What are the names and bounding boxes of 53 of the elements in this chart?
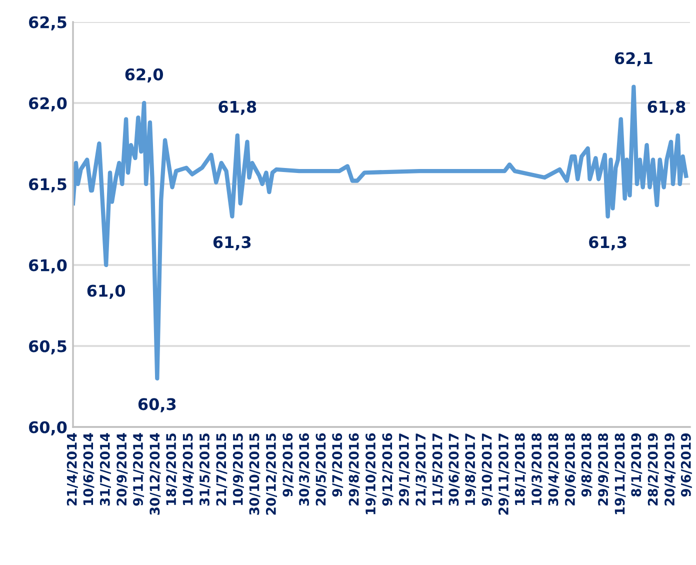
x-tick-label: 10/3/2018 [532, 433, 543, 505]
annotation: 61,3 [589, 236, 626, 250]
x-tick-label: 9/10/2017 [482, 434, 493, 506]
x-tick-label: 28/2/2019 [648, 433, 659, 506]
x-tick-label: 30/3/2016 [299, 433, 310, 506]
y-tick-label: 61,5 [29, 178, 66, 192]
y-tick-label: 62,5 [29, 16, 66, 30]
x-tick-label: 21/3/2017 [416, 434, 427, 506]
annotation: 62,0 [125, 68, 164, 82]
x-tick-label: 9/6/2019 [680, 433, 692, 497]
x-tick-label: 10/6/2014 [83, 433, 94, 505]
x-tick-label: 19/10/2016 [366, 433, 377, 514]
annotation: 61,8 [218, 100, 256, 115]
annotation: 62,1 [614, 52, 652, 66]
x-tick-label: 9/11/2014 [133, 433, 144, 506]
x-tick-label: 30/6/2017 [448, 434, 460, 506]
x-tick-label: 20/6/2018 [564, 433, 576, 506]
x-tick-label: 19/8/2017 [465, 434, 476, 505]
x-tick-label: 20/5/2016 [316, 433, 327, 506]
x-tick-label: 10/4/2015 [182, 433, 194, 505]
x-tick-label: 30/12/2014 [150, 433, 161, 515]
x-tick-label: 21/7/2015 [216, 433, 228, 506]
x-tick-label: 31/7/2014 [100, 433, 111, 506]
x-tick-label: 31/5/2015 [199, 433, 210, 506]
annotation: 61,3 [213, 236, 251, 250]
x-tick-label: 29/9/2018 [598, 433, 610, 506]
x-tick-label: 9/2/2016 [282, 433, 294, 497]
y-tick-label: 62,0 [29, 97, 67, 112]
x-tick-label: 11/5/2017 [432, 434, 444, 505]
x-tick-label: 9/12/2016 [382, 433, 394, 506]
x-tick-label: 9/8/2018 [581, 433, 592, 497]
x-tick-label: 8/1/2019 [631, 433, 642, 496]
x-tick-label: 9/7/2016 [332, 433, 344, 497]
x-tick-label: 20/12/2015 [266, 433, 277, 515]
x-tick-label: 20/9/2014 [116, 433, 128, 506]
x-tick-label: 29/8/2016 [348, 433, 360, 506]
annotation: 61,0 [87, 284, 126, 299]
x-tick-label: 10/9/2015 [232, 433, 244, 505]
x-tick-label: 29/1/2017 [398, 434, 410, 506]
x-tick-label: 18/1/2018 [514, 433, 526, 505]
annotation: 61,8 [648, 100, 686, 115]
y-tick-label: 60,0 [29, 421, 67, 436]
x-tick-label: 21/4/2014 [66, 433, 78, 506]
y-tick-label: 60,5 [29, 340, 66, 354]
x-tick-label: 19/11/2018 [614, 433, 626, 514]
x-tick-label: 30/10/2015 [249, 433, 260, 515]
y-tick-label: 61,0 [29, 259, 67, 274]
annotation: 60,3 [138, 398, 176, 412]
x-tick-label: 30/4/2018 [548, 433, 560, 506]
x-tick-label: 18/2/2015 [166, 433, 178, 505]
x-tick-label: 29/11/2017 [498, 434, 510, 515]
line-series [73, 84, 688, 380]
x-tick-label: 20/4/2019 [664, 433, 676, 506]
